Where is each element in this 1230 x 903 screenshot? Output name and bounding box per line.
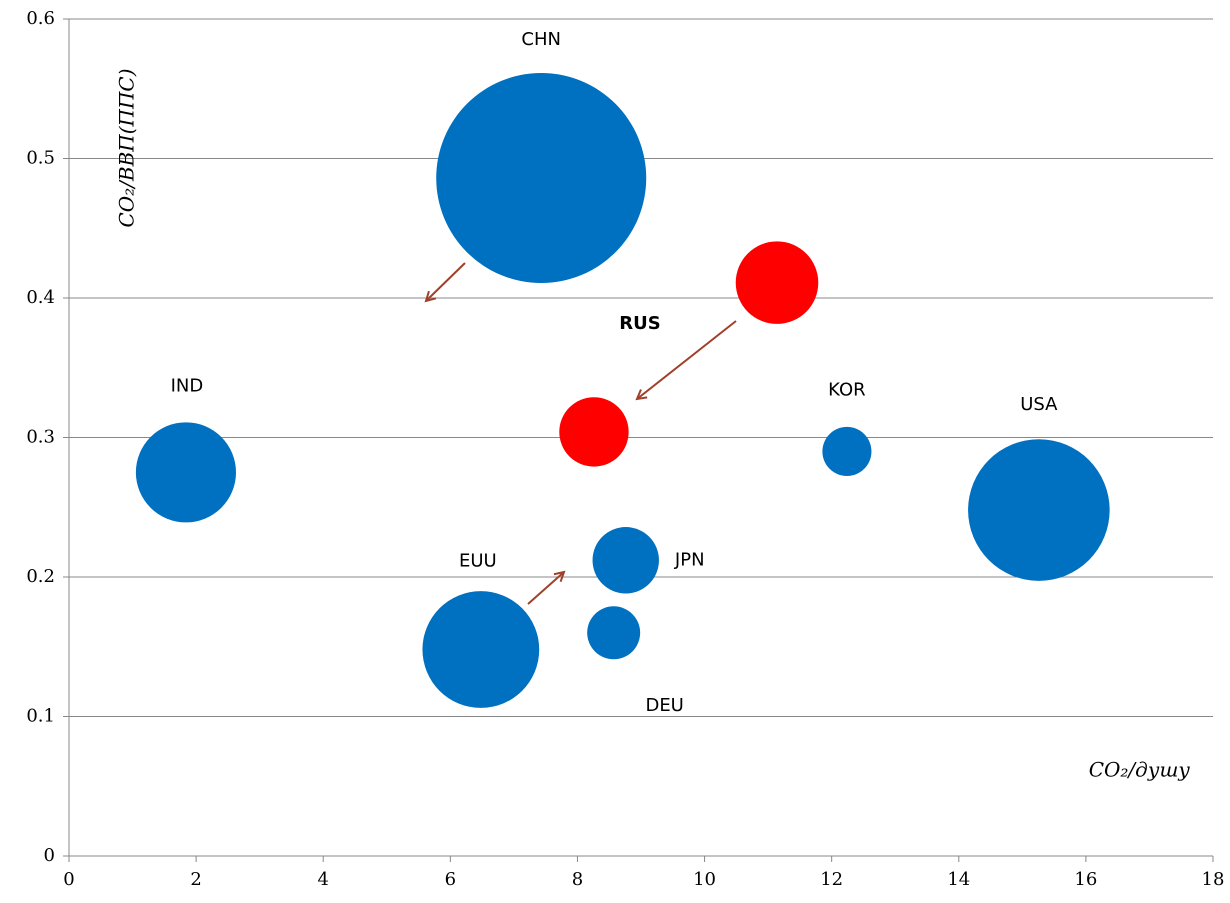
bubbles: CHN USA EUU IND RUS JPN DEU KOR [135,29,1110,716]
bubble [968,439,1110,581]
point-label: USA [1020,394,1058,415]
y-tick-label: 0.5 [26,148,55,169]
point-label: EUU [459,551,497,572]
arrow [426,262,466,301]
arrow [527,572,564,605]
point-label: KOR [828,379,866,400]
y-tick-label: 0.4 [26,287,55,308]
x-tick-label: 0 [63,869,74,890]
bubble [422,591,540,708]
bubble [587,606,641,660]
y-tick-label: 0.3 [26,427,55,448]
y-tick-label: 0.1 [26,706,55,727]
y-axis-label: CO₂/ВВП(ППС) [115,68,139,227]
bubble [436,73,647,284]
bubble [559,397,629,467]
x-tick-label: 16 [1074,869,1097,890]
bubble [822,426,872,476]
point-label: IND [171,375,204,396]
x-tick-label: 10 [693,869,716,890]
bubble [135,422,237,523]
y-tick-label: 0.6 [26,8,55,29]
point-label: DEU [645,695,683,716]
x-tick-label: 8 [572,869,583,890]
x-tick-label: 14 [947,869,970,890]
y-tick-label: 0.2 [26,566,55,587]
arrow [637,320,737,399]
x-tick-label: 12 [820,869,843,890]
x-tick-label: 4 [317,869,328,890]
y-tick-label: 0 [44,845,55,866]
point-label: CHN [521,29,561,50]
point-label: RUS [619,313,660,334]
bubble [592,527,659,594]
x-tick-label: 6 [445,869,456,890]
x-tick-label: 2 [190,869,201,890]
x-tick-label: 18 [1202,869,1225,890]
point-label: JPN [674,549,705,570]
bubble [735,241,819,324]
x-axis-label: CO₂/душу [1089,758,1191,782]
